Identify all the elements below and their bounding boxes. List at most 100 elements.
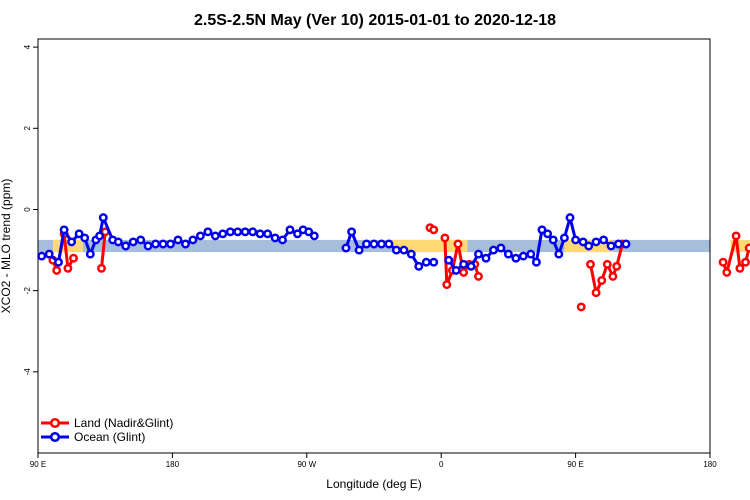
data-point (362, 239, 371, 249)
y-tick-label: 2 (23, 126, 32, 131)
data-point (518, 251, 528, 261)
data-point (602, 259, 612, 269)
data-point (341, 243, 351, 253)
y-tick-label: -4 (23, 368, 32, 376)
data-point (440, 233, 450, 243)
legend-item: Ocean (Glint) (41, 430, 145, 444)
legend-marker (49, 417, 61, 429)
data-point (128, 237, 138, 247)
y-axis-label: XCO2 - MLO trend (ppm) (0, 179, 13, 314)
data-point (347, 227, 357, 237)
data-point (586, 259, 595, 269)
series-layer (37, 213, 750, 312)
data-point (459, 267, 469, 277)
data-point (578, 237, 588, 247)
data-point (444, 255, 454, 265)
legend-label: Ocean (Glint) (74, 430, 145, 444)
data-point (503, 249, 513, 259)
data-point (173, 235, 183, 245)
data-point (95, 231, 105, 241)
legend-marker (49, 431, 61, 443)
data-point (44, 249, 54, 259)
band-orange (392, 239, 468, 253)
data-point (59, 225, 69, 235)
data-point (537, 225, 547, 235)
series-ocean (37, 213, 631, 275)
data-point (543, 229, 553, 239)
data-point (741, 257, 750, 267)
data-point (210, 231, 220, 241)
data-point (80, 233, 90, 243)
data-point (576, 302, 586, 312)
data-point (97, 263, 106, 273)
data-point (121, 241, 131, 251)
data-point (459, 259, 469, 269)
data-point (304, 227, 314, 237)
data-point (270, 233, 280, 243)
data-point (735, 263, 745, 273)
data-point (37, 251, 47, 261)
chart-title: 2.5S-2.5N May (Ver 10) 2015-01-01 to 202… (194, 12, 556, 29)
data-point (621, 239, 631, 249)
data-point (421, 257, 431, 267)
data-point (591, 237, 601, 247)
data-point (85, 249, 95, 259)
data-point (98, 213, 108, 223)
data-point (233, 227, 243, 237)
data-point (526, 249, 536, 259)
data-point (453, 239, 463, 249)
data-point (52, 265, 62, 275)
x-tick-label: 180 (703, 460, 717, 469)
series-line (100, 231, 107, 269)
legend-label: Land (Nadir&Glint) (74, 416, 173, 430)
data-point (608, 271, 618, 281)
data-point (263, 229, 273, 239)
data-point (554, 249, 564, 259)
data-point (158, 239, 168, 249)
y-tick-label: 4 (23, 44, 32, 49)
data-point (203, 227, 213, 237)
data-point (481, 253, 491, 263)
data-point (606, 241, 616, 251)
data-point (218, 229, 228, 239)
x-axis: 90 E 180 90 W 0 90 E 180 (30, 453, 717, 469)
plot-frame (37, 38, 711, 454)
data-point (195, 231, 205, 241)
data-point (54, 257, 63, 267)
data-point (511, 253, 521, 263)
series-land (48, 223, 750, 312)
data-point (255, 229, 265, 239)
data-point (369, 239, 379, 249)
x-tick-label: 180 (166, 460, 180, 469)
data-point (74, 229, 84, 239)
data-point (113, 237, 123, 247)
data-point (496, 243, 506, 253)
y-tick-label: 0 (23, 207, 32, 212)
x-tick-label: 90 E (30, 460, 46, 469)
data-point (559, 233, 569, 243)
data-point (391, 245, 401, 255)
data-point (293, 229, 302, 239)
data-point (474, 271, 483, 281)
y-axis: 4 2 0 -2 -4 (23, 44, 38, 375)
data-point (384, 239, 394, 249)
x-axis-label: Longitude (deg E) (326, 477, 421, 491)
data-point (143, 241, 153, 251)
legend-item: Land (Nadir&Glint) (41, 416, 173, 430)
y-tick-label: -2 (23, 287, 32, 295)
data-point (285, 225, 295, 235)
data-point (612, 261, 622, 271)
data-point (69, 253, 78, 263)
data-point (429, 257, 439, 267)
x-tick-label: 90 E (567, 460, 583, 469)
data-point (442, 280, 452, 290)
data-point (565, 213, 575, 223)
data-point (451, 265, 461, 275)
data-point (151, 239, 161, 249)
data-point (614, 239, 623, 249)
data-point (136, 235, 146, 245)
data-point (377, 239, 386, 249)
legend: Land (Nadir&Glint)Ocean (Glint) (41, 416, 173, 444)
data-point (225, 227, 235, 237)
data-point (718, 257, 728, 267)
